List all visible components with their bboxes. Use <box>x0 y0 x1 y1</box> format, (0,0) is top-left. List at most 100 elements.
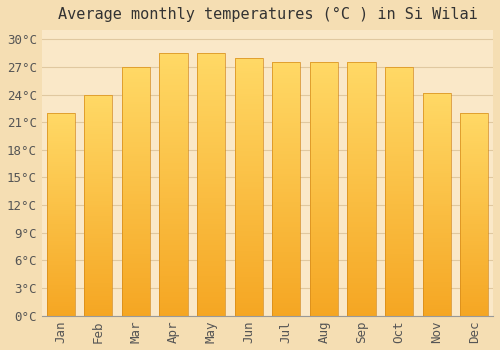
Bar <box>84 134 112 136</box>
Bar <box>84 143 112 146</box>
Bar <box>46 166 74 168</box>
Bar <box>460 224 488 226</box>
Bar <box>234 231 262 233</box>
Bar <box>310 267 338 270</box>
Bar <box>348 209 376 212</box>
Bar <box>348 146 376 148</box>
Bar <box>234 176 262 179</box>
Bar <box>160 271 188 274</box>
Bar <box>197 179 225 182</box>
Bar <box>460 119 488 121</box>
Bar <box>460 160 488 162</box>
Bar <box>234 84 262 86</box>
Bar <box>234 233 262 236</box>
Bar <box>422 171 451 173</box>
Bar <box>84 165 112 168</box>
Bar <box>272 295 300 298</box>
Bar <box>272 207 300 209</box>
Bar <box>460 293 488 295</box>
Bar <box>272 118 300 121</box>
Bar <box>84 300 112 302</box>
Bar <box>272 65 300 68</box>
Bar <box>197 132 225 134</box>
Bar <box>272 255 300 257</box>
Bar <box>310 159 338 161</box>
Bar <box>84 212 112 214</box>
Bar <box>272 217 300 219</box>
Bar <box>46 113 74 115</box>
Bar <box>348 72 376 75</box>
Bar <box>46 196 74 198</box>
Bar <box>310 234 338 237</box>
Bar <box>234 313 262 316</box>
Bar <box>160 74 188 77</box>
Bar <box>272 290 300 293</box>
Bar <box>122 97 150 99</box>
Bar <box>460 216 488 218</box>
Bar <box>310 121 338 123</box>
Bar <box>310 113 338 116</box>
Bar <box>122 167 150 169</box>
Bar <box>310 93 338 95</box>
Bar <box>234 238 262 241</box>
Bar <box>84 282 112 285</box>
Bar <box>160 247 188 250</box>
Bar <box>122 141 150 144</box>
Bar <box>234 143 262 146</box>
Bar <box>122 186 150 189</box>
Bar <box>197 127 225 129</box>
Bar <box>272 222 300 224</box>
Bar <box>234 246 262 248</box>
Bar <box>422 93 451 316</box>
Bar <box>385 196 413 199</box>
Bar <box>460 154 488 155</box>
Bar <box>160 77 188 79</box>
Bar <box>460 279 488 281</box>
Bar <box>385 147 413 149</box>
Bar <box>272 123 300 126</box>
Bar <box>460 123 488 125</box>
Bar <box>310 273 338 275</box>
Bar <box>84 230 112 232</box>
Bar <box>197 232 225 234</box>
Bar <box>234 290 262 293</box>
Bar <box>385 99 413 102</box>
Bar <box>122 204 150 206</box>
Bar <box>348 184 376 187</box>
Bar <box>310 214 338 217</box>
Bar <box>310 262 338 265</box>
Bar <box>422 209 451 211</box>
Bar <box>234 114 262 117</box>
Bar <box>197 66 225 69</box>
Bar <box>460 285 488 287</box>
Bar <box>422 215 451 218</box>
Bar <box>385 124 413 127</box>
Bar <box>272 108 300 111</box>
Bar <box>272 265 300 267</box>
Bar <box>234 148 262 150</box>
Bar <box>122 211 150 214</box>
Bar <box>310 154 338 156</box>
Bar <box>197 56 225 58</box>
Bar <box>122 286 150 288</box>
Bar <box>310 283 338 285</box>
Bar <box>122 112 150 114</box>
Bar <box>197 64 225 66</box>
Bar <box>197 289 225 292</box>
Bar <box>84 254 112 256</box>
Bar <box>84 307 112 309</box>
Bar <box>310 194 338 197</box>
Bar <box>310 260 338 262</box>
Bar <box>122 259 150 261</box>
Bar <box>348 191 376 194</box>
Bar <box>460 184 488 186</box>
Bar <box>234 58 262 60</box>
Bar <box>84 194 112 196</box>
Bar <box>197 237 225 239</box>
Bar <box>385 94 413 97</box>
Bar <box>460 239 488 241</box>
Bar <box>385 174 413 176</box>
Bar <box>348 273 376 275</box>
Bar <box>385 288 413 291</box>
Bar <box>160 289 188 292</box>
